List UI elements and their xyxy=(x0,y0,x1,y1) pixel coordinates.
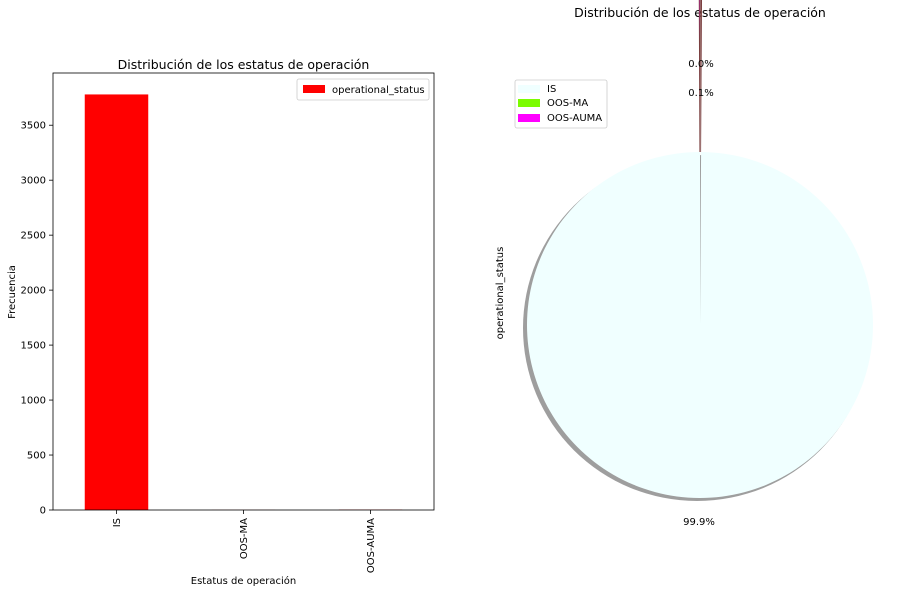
pie-legend-swatch-oos-ma xyxy=(518,99,540,107)
bar-legend-box xyxy=(296,78,430,101)
bar-x-tick-label: OOS-AUMA xyxy=(366,518,377,573)
bar-legend-swatch xyxy=(303,85,325,93)
bar-y-tick-label: 3500 xyxy=(21,121,46,132)
bar-x-tick-label: OOS-MA xyxy=(239,518,250,559)
bar-y-tick-label: 2000 xyxy=(21,286,46,297)
pie-chart: 99.9% 0.0% 0.1% operational_status IS OOS-… xyxy=(495,0,874,528)
bar-y-tick-label: 500 xyxy=(27,451,46,462)
pie-slice-oos-ma xyxy=(700,0,703,153)
pie-legend-label-is: IS xyxy=(547,84,556,95)
pie-pct-label-oos-ma: 0.0% xyxy=(688,59,713,70)
bar-y-tick-label: 2500 xyxy=(21,231,46,242)
pie-legend-swatch-is xyxy=(518,85,540,93)
bar-y-axis-label: Frecuencia xyxy=(7,265,18,319)
pie-slices xyxy=(527,0,874,498)
bar-legend-label: operational_status xyxy=(332,85,425,96)
bar-y-tick-label: 3000 xyxy=(21,176,46,187)
pie-y-axis-label: operational_status xyxy=(495,247,506,340)
bar-y-tick-label: 0 xyxy=(40,506,46,517)
bar-chart-title: Distribución de los estatus de operación xyxy=(118,57,370,72)
bar-y-ticks: 0 500 1000 1500 2000 2500 3000 3500 xyxy=(21,121,53,517)
pie-pct-label-oos-auma: 0.1% xyxy=(688,88,713,99)
bar-x-axis-label: Estatus de operación xyxy=(191,575,297,587)
bar-marks xyxy=(84,94,403,510)
pie-slice-oos-auma xyxy=(698,0,701,153)
bar-x-tick-label: IS xyxy=(112,518,123,527)
bar-is xyxy=(84,94,149,510)
bar-x-ticks: IS OOS-MA OOS-AUMA xyxy=(112,510,377,573)
pie-legend: IS OOS-MA OOS-AUMA xyxy=(514,79,608,129)
pie-pct-labels: 99.9% 0.0% 0.1% xyxy=(683,59,715,528)
pie-legend-swatch-oos-auma xyxy=(518,114,540,122)
pie-pct-label-is: 99.9% xyxy=(683,517,715,528)
pie-legend-label-oos-ma: OOS-MA xyxy=(547,98,588,109)
bar-chart: Distribución de los estatus de operación… xyxy=(7,57,435,587)
bar-legend: operational_status xyxy=(296,78,430,101)
pie-legend-label-oos-auma: OOS-AUMA xyxy=(547,113,602,124)
bar-y-tick-label: 1500 xyxy=(21,341,46,352)
pie-slice-is xyxy=(527,152,874,498)
bar-y-tick-label: 1000 xyxy=(21,396,46,407)
